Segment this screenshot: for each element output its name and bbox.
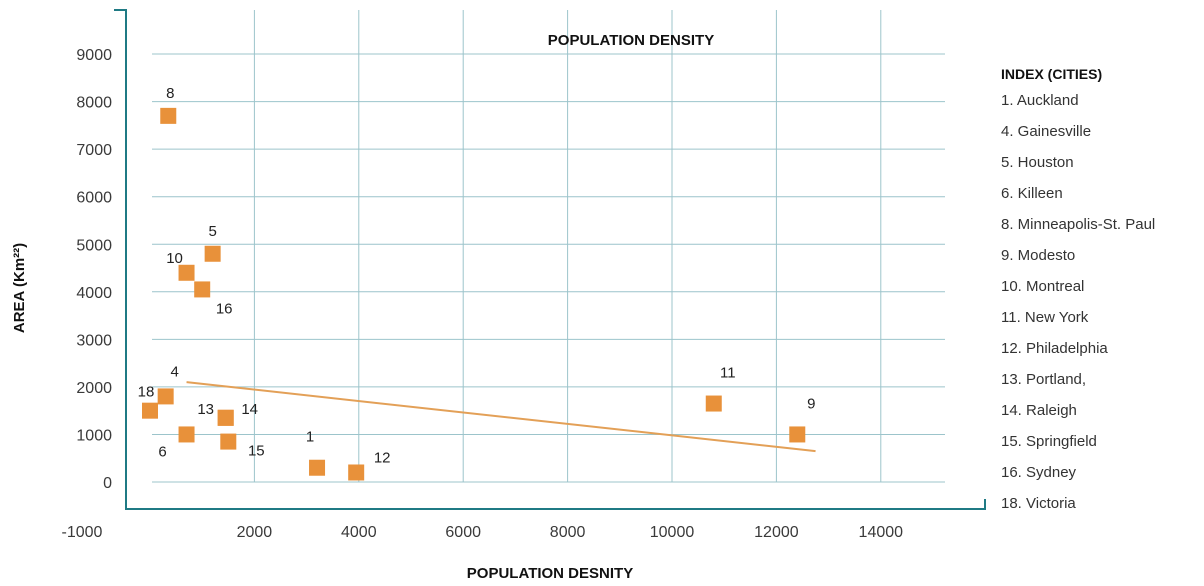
point-label-13: 13 bbox=[197, 401, 214, 418]
legend-list: 1. Auckland 4. Gainesville 5. Houston 6. Ki… bbox=[1001, 92, 1201, 526]
legend-item: 9. Modesto bbox=[1001, 247, 1076, 264]
point-label-5: 5 bbox=[208, 223, 216, 240]
legend-item: 5. Houston bbox=[1001, 154, 1074, 171]
data-point-14 bbox=[217, 409, 234, 426]
point-label-14: 14 bbox=[241, 401, 258, 418]
data-point-18 bbox=[142, 402, 158, 419]
point-label-1: 1 bbox=[306, 429, 314, 446]
x-tick-label: -1000 bbox=[62, 524, 103, 541]
y-tick-label: 3000 bbox=[76, 332, 112, 349]
point-label-12: 12 bbox=[374, 449, 391, 466]
y-tick-label: 7000 bbox=[76, 142, 112, 159]
data-point-9 bbox=[789, 426, 806, 443]
point-label-18: 18 bbox=[138, 384, 155, 401]
data-point-15 bbox=[220, 433, 237, 450]
grid-lines bbox=[152, 10, 945, 483]
data-point-4 bbox=[157, 388, 174, 405]
x-tick-label: 2000 bbox=[237, 524, 273, 541]
legend-item: 12. Philadelphia bbox=[1001, 340, 1108, 357]
y-tick-label: 0 bbox=[103, 475, 112, 492]
trendline-group bbox=[186, 381, 816, 453]
point-label-8: 8 bbox=[166, 85, 174, 102]
point-label-11: 11 bbox=[720, 365, 736, 382]
data-points bbox=[142, 107, 806, 481]
y-tick-label: 2000 bbox=[76, 380, 112, 397]
x-tick-label: 12000 bbox=[754, 524, 799, 541]
x-tick-labels: -1000 2000 4000 6000 8000 10000 12000 14000 bbox=[62, 524, 904, 541]
legend-item: 4. Gainesville bbox=[1001, 123, 1092, 140]
data-point-10 bbox=[178, 264, 195, 281]
data-point-11 bbox=[705, 395, 722, 412]
data-point-5 bbox=[204, 245, 221, 262]
point-label-10: 10 bbox=[166, 250, 183, 267]
legend-item: 15. Springfield bbox=[1001, 433, 1097, 450]
chart-title: POPULATION DENSITY bbox=[548, 32, 714, 49]
point-label-6: 6 bbox=[158, 443, 166, 460]
axes bbox=[114, 9, 986, 510]
legend-item: 1. Auckland bbox=[1001, 92, 1079, 109]
data-point-6 bbox=[178, 426, 195, 443]
legend: INDEX (CITIES) 1. Auckland 4. Gainesville… bbox=[1001, 66, 1201, 526]
legend-item: 13. Portland, bbox=[1001, 371, 1087, 388]
legend-item: 18. Victoria bbox=[1001, 495, 1076, 512]
legend-item: 6. Killeen bbox=[1001, 185, 1063, 202]
x-tick-label: 8000 bbox=[550, 524, 586, 541]
y-tick-label: 9000 bbox=[76, 47, 112, 64]
data-point-8 bbox=[160, 107, 177, 124]
data-point-1 bbox=[309, 459, 326, 476]
x-tick-label: 10000 bbox=[650, 524, 695, 541]
y-tick-label: 1000 bbox=[76, 427, 112, 444]
legend-item: 10. Montreal bbox=[1001, 278, 1085, 295]
y-tick-label: 6000 bbox=[76, 190, 112, 207]
data-point-16 bbox=[194, 281, 211, 298]
y-tick-label: 8000 bbox=[76, 95, 112, 112]
point-label-9: 9 bbox=[807, 395, 815, 412]
x-tick-label: 6000 bbox=[445, 524, 481, 541]
x-tick-label: 4000 bbox=[341, 524, 377, 541]
y-tick-labels: 0 1000 2000 3000 4000 5000 6000 7000 8000 9000 bbox=[76, 47, 112, 492]
point-label-16: 16 bbox=[216, 300, 233, 317]
point-label-4: 4 bbox=[170, 363, 178, 380]
y-axis-title: AREA (Km²²) bbox=[11, 243, 28, 333]
data-point-12 bbox=[348, 464, 365, 481]
x-axis-title: POPULATION DESNITY bbox=[467, 565, 633, 582]
legend-title: INDEX (CITIES) bbox=[1001, 66, 1103, 82]
x-tick-label: 14000 bbox=[859, 524, 904, 541]
legend-item: 16. Sydney bbox=[1001, 464, 1077, 481]
y-tick-label: 5000 bbox=[76, 237, 112, 254]
trendline bbox=[186, 381, 816, 453]
legend-item: 8. Minneapolis-St. Paul bbox=[1001, 216, 1156, 233]
point-label-15: 15 bbox=[248, 443, 265, 460]
y-tick-label: 4000 bbox=[76, 285, 112, 302]
legend-item: 14. Raleigh bbox=[1001, 402, 1077, 419]
legend-item: 11. New York bbox=[1001, 309, 1089, 326]
